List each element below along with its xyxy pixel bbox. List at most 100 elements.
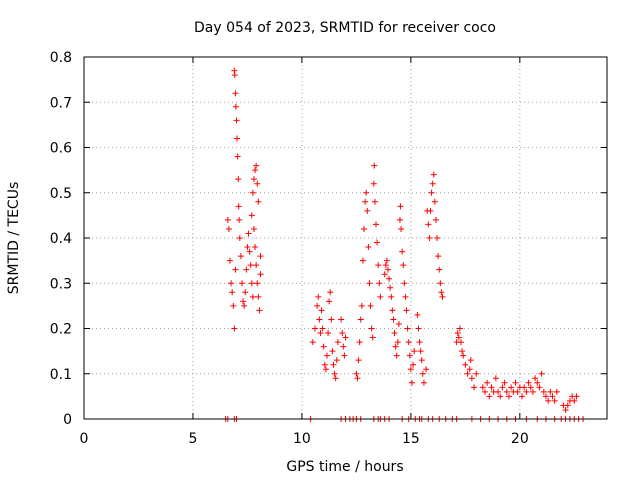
data-point [319,325,326,332]
data-point [257,253,264,260]
data-point [341,352,348,359]
data-point [408,379,415,386]
data-point [252,167,259,174]
data-point [398,225,405,232]
data-point [228,280,235,287]
data-point [405,339,412,346]
data-point [371,198,378,205]
data-point [406,352,413,359]
data-point [505,393,512,400]
data-point [253,262,260,269]
data-point [311,325,318,332]
y-tick-label: 0.5 [50,186,72,202]
data-point [414,311,421,318]
y-tick-label: 0.8 [50,50,72,66]
chart-title: Day 054 of 2023, SRMTID for receiver coc… [194,20,496,36]
data-point [573,393,580,400]
data-point [423,366,430,373]
data-point [245,230,252,237]
data-point [375,262,382,269]
data-point [551,397,558,404]
data-point [354,375,361,382]
data-point [467,357,474,364]
data-point [237,253,244,260]
data-point [481,388,488,395]
data-point [370,180,377,187]
data-point [404,325,411,332]
data-point [553,388,560,395]
y-tick-labels: 0 0.1 0.2 0.3 0.4 0.5 0.6 0.7 0.8 [50,50,72,428]
data-point [438,289,445,296]
data-point [454,330,461,337]
data-point [247,262,254,269]
data-point [234,153,241,160]
data-point [471,384,478,391]
data-point [495,388,502,395]
data-point [328,316,335,323]
data-point [468,375,475,382]
y-tick-label: 0.4 [50,231,72,247]
data-point [369,334,376,341]
data-point [227,257,234,264]
data-point [400,262,407,269]
data-point [236,235,243,241]
data-point [236,216,243,223]
data-point [420,379,427,386]
data-point [255,293,262,300]
data-point [331,370,338,377]
data-point [363,189,370,196]
data-point [318,307,325,314]
data-point [432,216,439,223]
data-point [395,320,402,327]
data-point [462,361,469,368]
data-point [381,271,388,278]
data-point [232,90,239,97]
data-point [396,216,403,223]
data-point [538,370,545,377]
data-point [257,271,264,278]
data-point [386,275,393,282]
data-point [415,325,422,332]
data-point [342,334,349,341]
data-point [242,289,249,296]
data-point [353,370,360,377]
data-point [340,343,347,350]
data-point [428,189,435,196]
data-point [320,343,327,350]
data-point [317,330,324,337]
data-point [427,207,434,214]
data-point [519,393,526,400]
data-point [435,253,442,260]
data-point [460,352,467,359]
data-point [238,280,245,287]
data-point [249,293,256,300]
data-point [419,370,426,377]
data-point [437,280,444,287]
data-point [365,244,372,251]
data-point [383,257,390,264]
data-point [436,266,443,273]
y-tick-label: 0.6 [50,141,72,157]
y-tick-label: 0 [63,412,72,428]
data-point [232,103,239,110]
data-point [235,176,242,183]
x-tick-label: 20 [511,431,529,447]
data-point [250,176,257,183]
data-point [374,239,381,246]
axis-ticks [83,56,607,420]
data-point [368,325,375,332]
data-point [484,379,491,386]
data-point [540,388,547,395]
data-point [401,280,408,287]
data-point [334,339,341,346]
data-point [359,257,366,264]
data-point [527,384,534,391]
data-point [225,225,232,232]
data-point [382,262,389,269]
data-point [497,393,504,400]
x-axis-label: GPS time / hours [286,459,403,475]
data-point [473,370,480,377]
data-point [315,293,322,300]
x-tick-label: 15 [402,431,420,447]
